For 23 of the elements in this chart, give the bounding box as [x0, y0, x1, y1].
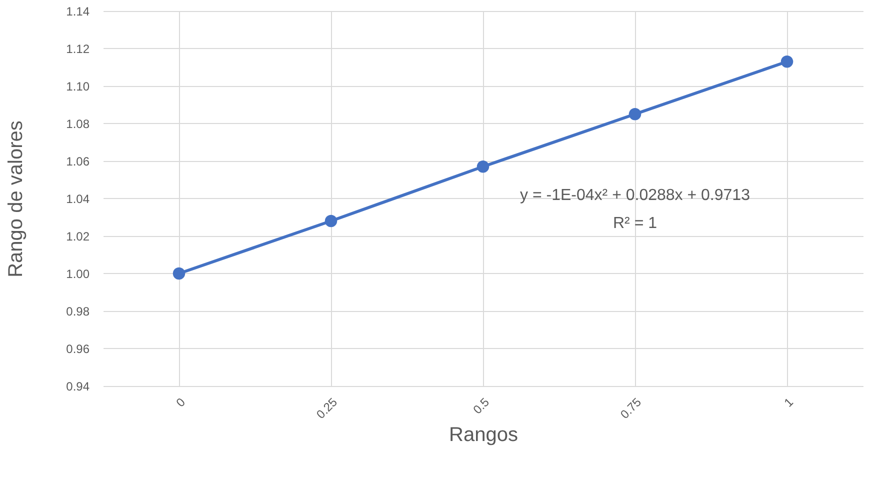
point [628, 108, 642, 120]
y-tick-label: 1.08 [66, 117, 90, 131]
annotation: y = -1E-04x² + 0.0288x + 0.9713 [520, 186, 750, 204]
x-tick-label: 0 [173, 394, 188, 410]
x-axis-title: Rangos [449, 424, 518, 446]
y-tick-label: 1.06 [66, 154, 90, 168]
point [172, 267, 186, 280]
x-tick-label: 0.5 [470, 394, 492, 417]
point [476, 160, 490, 173]
y-tick-label: 0.98 [66, 304, 90, 318]
y-tick-label: 0.94 [66, 380, 90, 394]
y-tick-label: 0.96 [66, 342, 90, 356]
y-axis-title: Rango de valores [5, 120, 28, 278]
y-tick-label: 1.02 [66, 230, 90, 244]
y-tick-label: 1.00 [66, 267, 90, 281]
y-tick-label: 1.12 [66, 42, 90, 56]
point [324, 214, 338, 228]
y-tick-label: 1.10 [66, 80, 90, 94]
point [780, 56, 794, 68]
x-tick-label: 1 [781, 394, 796, 410]
y-tick-label: 1.04 [66, 192, 90, 206]
annotation: R² = 1 [612, 214, 658, 232]
y-tick-label: 1.14 [66, 4, 90, 18]
